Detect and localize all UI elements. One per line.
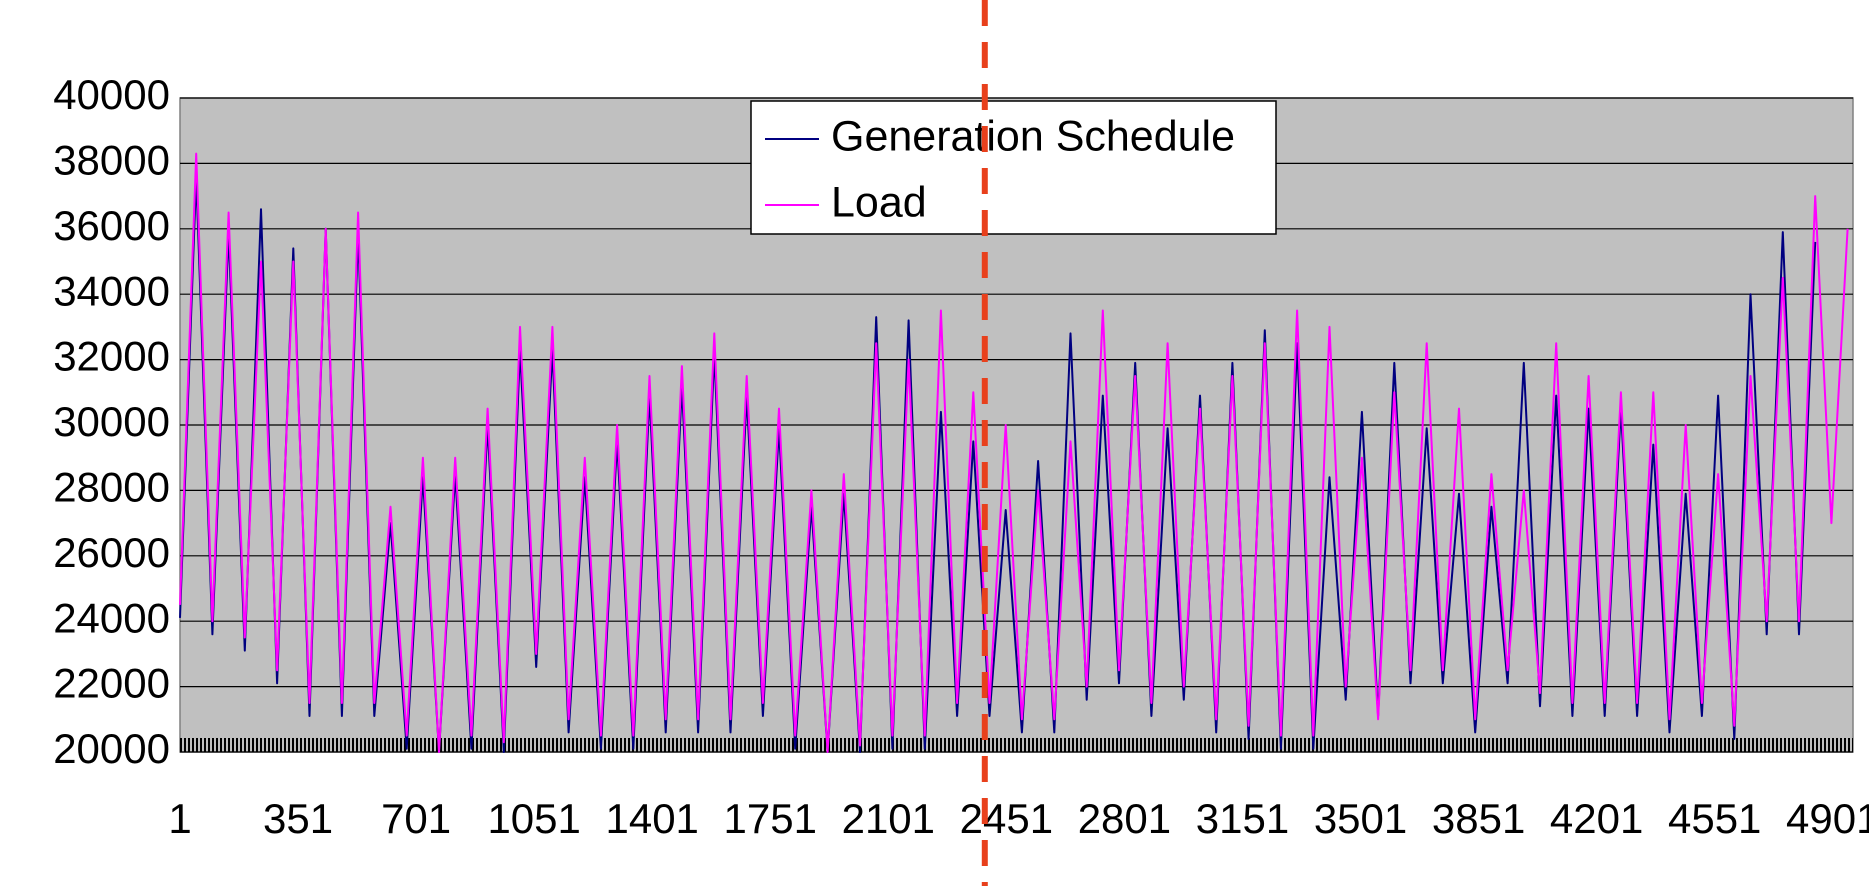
x-tick-label: 4901 bbox=[1786, 795, 1869, 842]
y-tick-label: 36000 bbox=[53, 202, 170, 249]
x-tick-band bbox=[180, 738, 1853, 752]
x-tick-label: 1 bbox=[168, 795, 191, 842]
x-tick-label: 2101 bbox=[842, 795, 935, 842]
x-tick-label: 4551 bbox=[1668, 795, 1761, 842]
series-line bbox=[179, 152, 1849, 753]
legend-box bbox=[750, 100, 1277, 235]
y-tick-label: 24000 bbox=[53, 594, 170, 641]
y-tick-label: 22000 bbox=[53, 660, 170, 707]
x-tick-label: 701 bbox=[381, 795, 451, 842]
legend-label: Load bbox=[831, 178, 927, 226]
y-tick-label: 26000 bbox=[53, 529, 170, 576]
x-tick-label: 1751 bbox=[724, 795, 817, 842]
x-tick-label: 3151 bbox=[1196, 795, 1289, 842]
legend-label: Generation Schedule bbox=[831, 112, 1235, 160]
x-tick-label: 3851 bbox=[1432, 795, 1525, 842]
y-tick-label: 38000 bbox=[53, 136, 170, 183]
x-tick-label: 4201 bbox=[1550, 795, 1643, 842]
y-tick-label: 32000 bbox=[53, 333, 170, 380]
y-tick-label: 30000 bbox=[53, 398, 170, 445]
y-tick-label: 34000 bbox=[53, 267, 170, 314]
x-tick-label: 2801 bbox=[1078, 795, 1171, 842]
x-tick-label: 1051 bbox=[487, 795, 580, 842]
x-tick-label: 3501 bbox=[1314, 795, 1407, 842]
y-tick-label: 20000 bbox=[53, 725, 170, 772]
x-tick-label: 351 bbox=[263, 795, 333, 842]
y-tick-label: 40000 bbox=[53, 71, 170, 118]
y-tick-label: 28000 bbox=[53, 463, 170, 510]
x-tick-label: 2451 bbox=[960, 795, 1053, 842]
x-tick-label: 1401 bbox=[605, 795, 698, 842]
